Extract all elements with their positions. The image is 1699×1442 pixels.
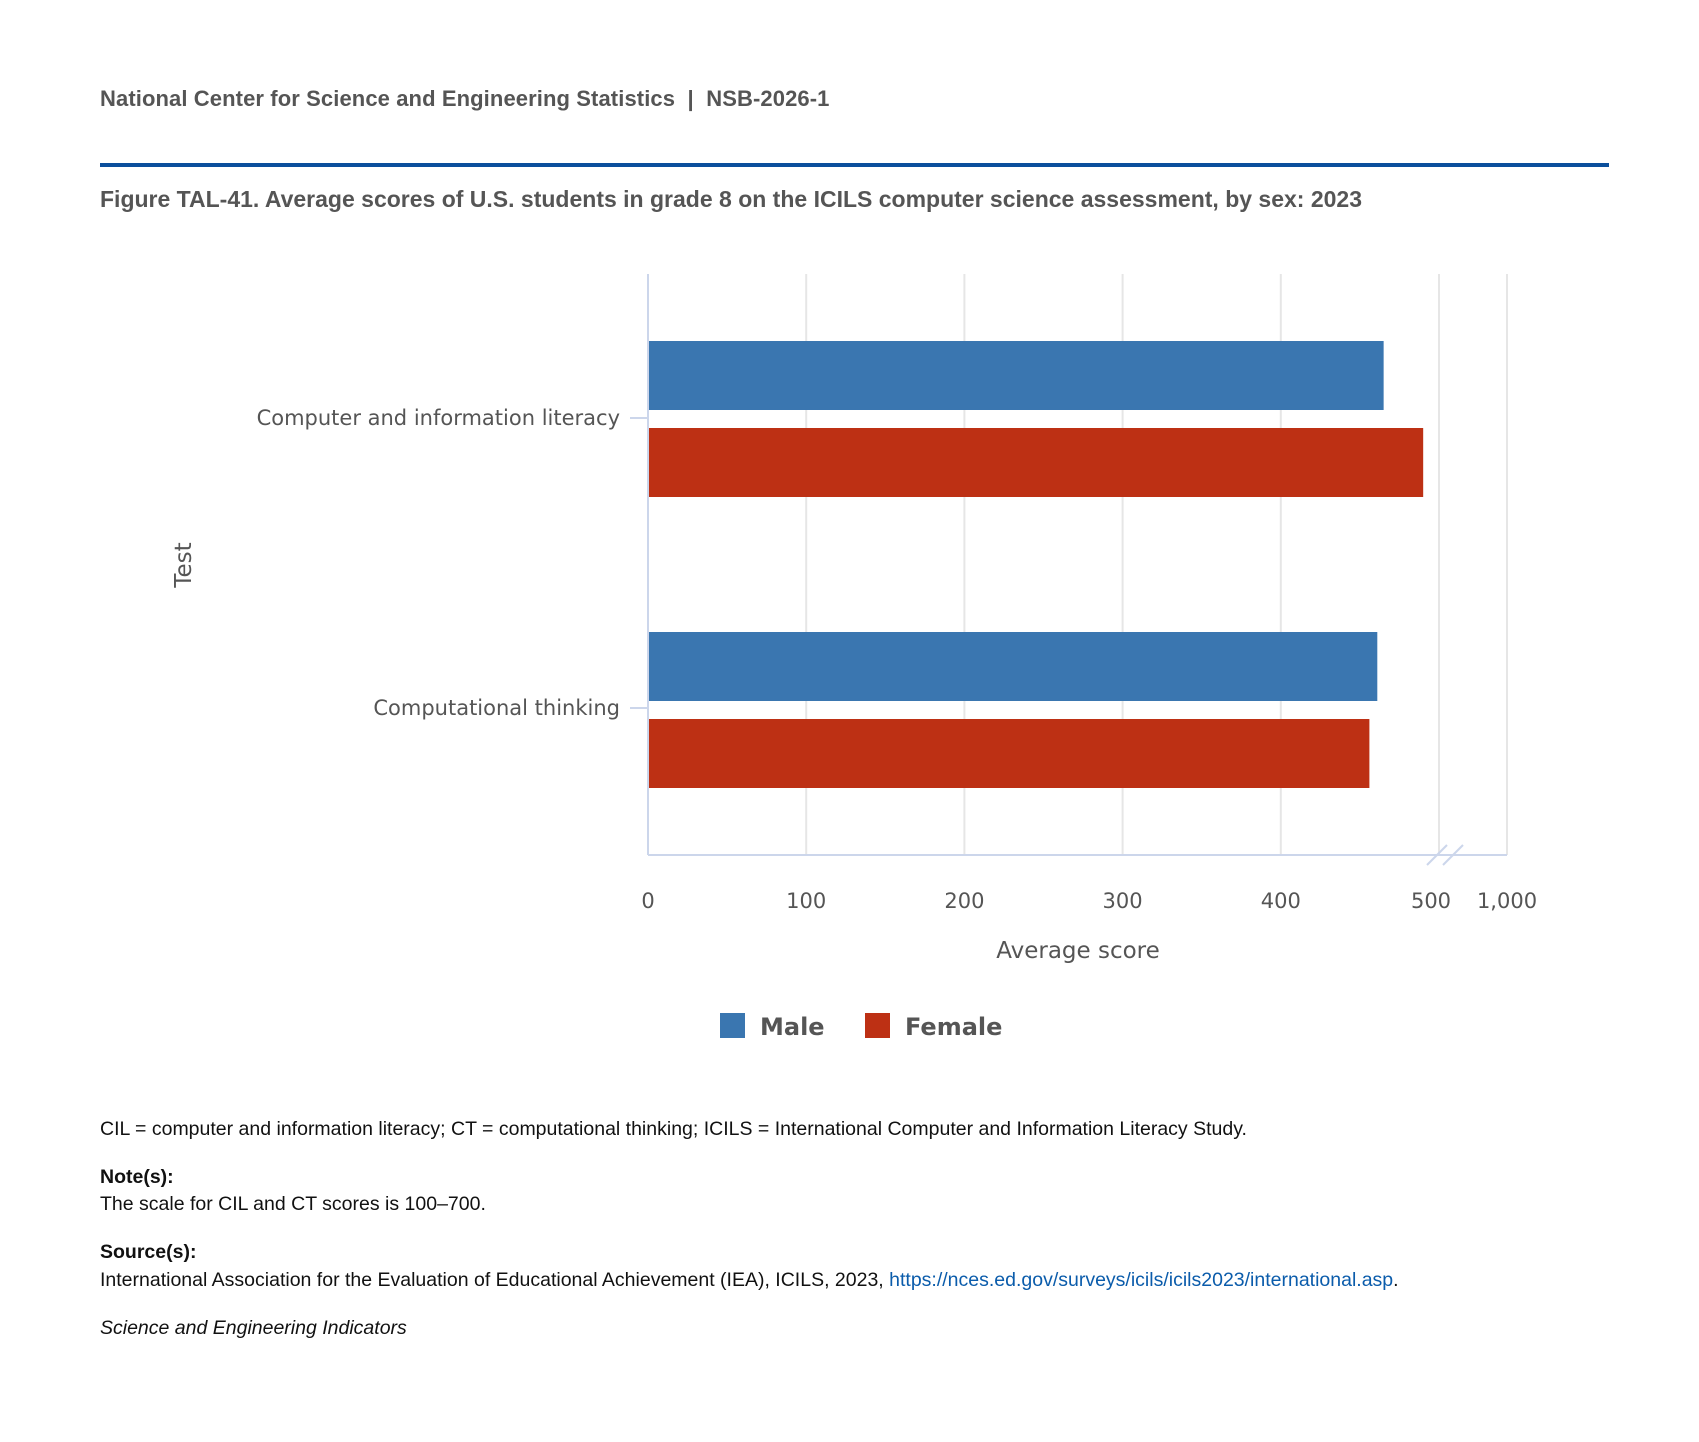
legend-label-male: Male xyxy=(760,1013,825,1041)
abbreviations: CIL = computer and information literacy;… xyxy=(100,1118,1247,1140)
legend-swatch-female xyxy=(865,1013,890,1038)
sources-citation: International Association for the Evalua… xyxy=(100,1269,890,1291)
bar-female xyxy=(649,428,1424,497)
bar-female xyxy=(649,719,1370,788)
header-separator: | xyxy=(687,86,694,111)
axis-break-mark xyxy=(1442,844,1464,866)
organization-name: National Center for Science and Engineer… xyxy=(100,86,676,111)
legend-swatch-male xyxy=(720,1013,745,1038)
header-rule xyxy=(100,163,1609,167)
bar-chart: 0 100 200 300 400 500 1,000 Average score Test Co… xyxy=(171,274,1537,1041)
bar-male xyxy=(649,632,1378,701)
sources-label: Source(s): xyxy=(100,1241,197,1263)
bar-male xyxy=(649,341,1384,410)
x-tick-label: 400 xyxy=(1261,889,1301,913)
x-tick-label: 200 xyxy=(944,889,984,913)
axis-break-mark xyxy=(1426,844,1448,866)
notes-label: Note(s): xyxy=(100,1166,174,1188)
report-id: NSB-2026-1 xyxy=(706,86,830,111)
x-tick-label: 500 xyxy=(1411,889,1451,913)
x-tick-label: 300 xyxy=(1103,889,1143,913)
y-axis-title: Test xyxy=(171,542,197,588)
notes-text: The scale for CIL and CT scores is 100–7… xyxy=(100,1193,486,1215)
category-label: Computer and information literacy xyxy=(257,406,620,430)
source-link[interactable]: https://nces.ed.gov/surveys/icils/icils2… xyxy=(889,1269,1394,1291)
publication-name: Science and Engineering Indicators xyxy=(100,1317,407,1339)
sources-text: International Association for the Evalua… xyxy=(100,1269,1399,1292)
x-tick-label: 1,000 xyxy=(1477,889,1537,913)
header-organization: National Center for Science and Engineer… xyxy=(100,86,830,112)
category-label: Computational thinking xyxy=(373,696,620,720)
x-axis-title: Average score xyxy=(996,938,1160,964)
legend-label-female: Female xyxy=(905,1013,1002,1041)
figure-title: Figure TAL-41. Average scores of U.S. st… xyxy=(100,186,1363,212)
x-tick-label: 100 xyxy=(786,889,826,913)
x-tick-label: 0 xyxy=(641,889,654,913)
sources-end: . xyxy=(1393,1269,1399,1291)
